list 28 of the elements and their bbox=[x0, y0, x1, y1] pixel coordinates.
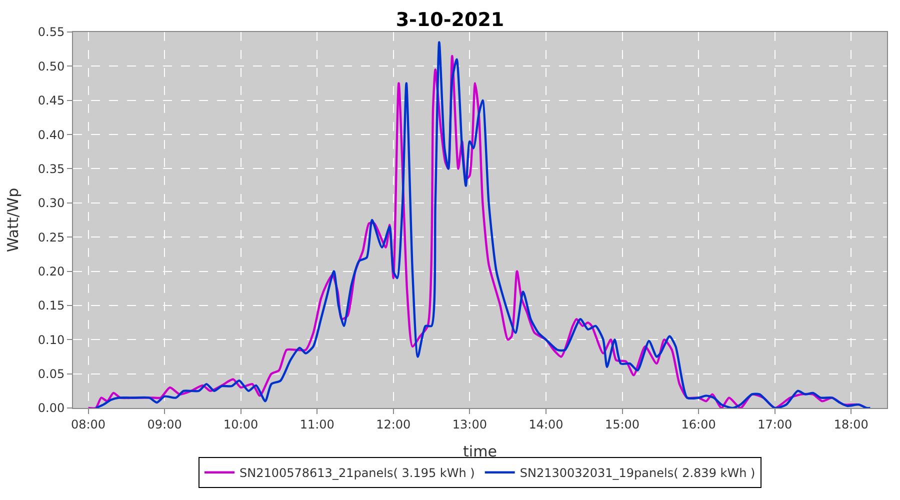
x-tick-label: 11:00 bbox=[300, 417, 334, 432]
legend-label: SN2100578613_21panels( 3.195 kWh ) bbox=[240, 466, 475, 480]
y-tick-label: 0.15 bbox=[38, 298, 65, 313]
x-tick-label: 10:00 bbox=[224, 417, 258, 432]
x-tick-label: 09:00 bbox=[147, 417, 182, 432]
y-tick-label: 0.45 bbox=[38, 94, 65, 108]
y-tick-label: 0.35 bbox=[38, 162, 65, 176]
x-tick-label: 15:00 bbox=[604, 417, 640, 432]
y-tick-label: 0.20 bbox=[38, 264, 65, 278]
x-tick-label: 08:00 bbox=[70, 417, 106, 432]
x-tick-label: 16:00 bbox=[681, 417, 716, 432]
y-tick-label: 0.50 bbox=[38, 59, 65, 74]
y-tick-label: 0.10 bbox=[38, 332, 65, 347]
y-tick-label: 0.00 bbox=[38, 401, 65, 416]
y-tick-label: 0.05 bbox=[38, 367, 65, 382]
legend-label: SN2130032031_19panels( 2.839 kWh ) bbox=[520, 466, 756, 480]
y-tick-label: 0.55 bbox=[38, 25, 65, 40]
y-tick-label: 0.30 bbox=[38, 196, 65, 210]
y-tick-label: 0.25 bbox=[38, 230, 65, 244]
chart-title: 3-10-2021 bbox=[396, 8, 504, 31]
x-tick-label: 18:00 bbox=[834, 417, 868, 432]
y-axis-title: Watt/Wp bbox=[4, 188, 22, 252]
x-tick-label: 12:00 bbox=[376, 417, 411, 432]
x-tick-label: 14:00 bbox=[528, 417, 564, 432]
x-tick-label: 17:00 bbox=[758, 417, 792, 432]
x-axis-title: time bbox=[463, 442, 497, 460]
y-tick-label: 0.40 bbox=[38, 128, 65, 142]
x-tick-label: 13:00 bbox=[452, 417, 487, 432]
